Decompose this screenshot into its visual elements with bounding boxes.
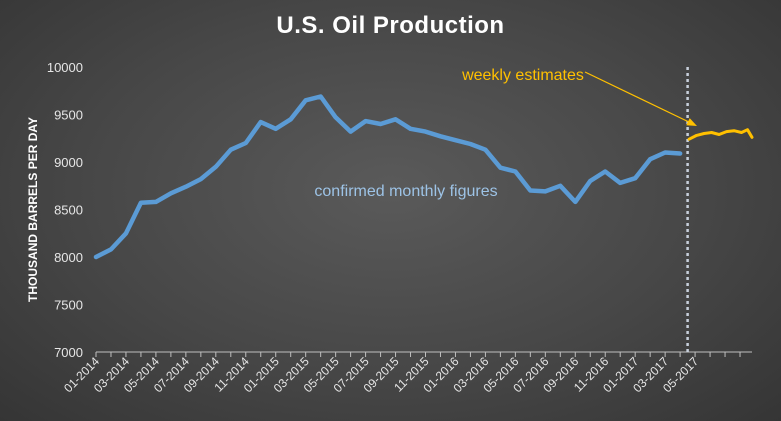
annotation-arrow-line bbox=[584, 71, 692, 124]
series-weekly-line bbox=[687, 128, 754, 141]
y-tick-label: 9000 bbox=[54, 155, 83, 170]
chart-title: U.S. Oil Production bbox=[276, 12, 505, 39]
y-tick-label: 9500 bbox=[54, 108, 83, 123]
y-tick-label: 10000 bbox=[47, 60, 83, 75]
series-monthly-line bbox=[93, 94, 683, 260]
annotation-arrow-head bbox=[686, 118, 697, 126]
y-tick-label: 7500 bbox=[54, 298, 83, 313]
y-tick-label: 8500 bbox=[54, 203, 83, 218]
y-axis-label: THOUSAND BARRELS PER DAY bbox=[26, 117, 40, 302]
annotation-monthly: confirmed monthly figures bbox=[314, 183, 497, 200]
y-tick-label: 7000 bbox=[54, 345, 83, 360]
y-tick-label: 8000 bbox=[54, 250, 83, 265]
annotation-weekly: weekly estimates bbox=[461, 67, 584, 84]
